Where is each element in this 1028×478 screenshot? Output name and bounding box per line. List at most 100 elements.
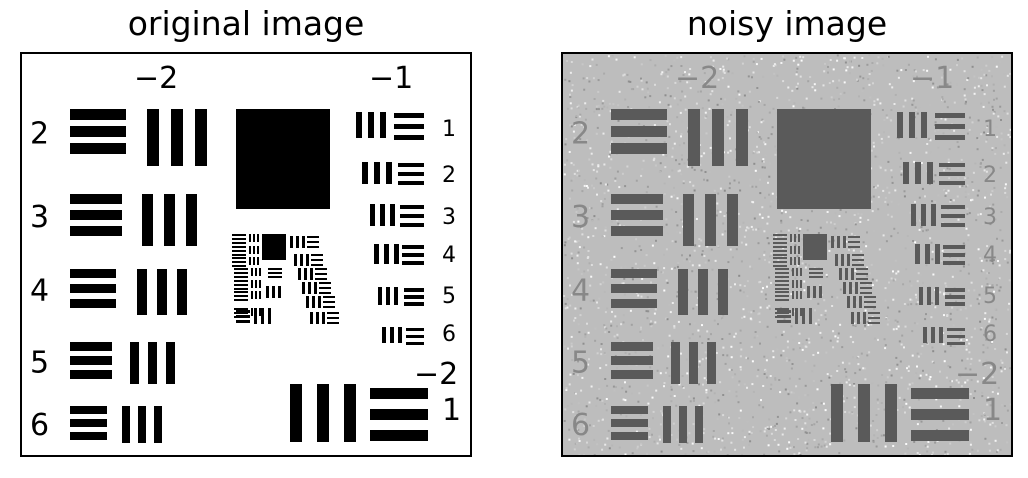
noise-speckle	[721, 233, 724, 236]
noise-speckle	[729, 137, 731, 140]
vertical-bar	[695, 406, 703, 443]
horizontal-bar	[234, 284, 248, 286]
noise-speckle	[992, 83, 995, 86]
noise-speckle	[658, 170, 661, 173]
noise-speckle	[709, 62, 712, 65]
noise-speckle	[593, 110, 596, 113]
noise-speckle	[788, 377, 791, 380]
element-label: 1	[983, 117, 997, 142]
noise-speckle	[757, 242, 760, 245]
noise-speckle	[604, 273, 607, 276]
noise-speckle	[693, 168, 696, 171]
noise-speckle	[898, 396, 901, 399]
element-label: 5	[30, 346, 49, 381]
noise-speckle	[884, 196, 887, 199]
noise-speckle	[807, 438, 810, 441]
noise-speckle	[820, 97, 823, 100]
vertical-bar	[177, 269, 187, 315]
noise-speckle	[833, 223, 836, 226]
noise-speckle	[814, 89, 817, 92]
horizontal-bar	[775, 288, 789, 290]
horizontal-bar	[406, 328, 424, 331]
horizontal-bar	[773, 246, 787, 248]
noise-speckle	[895, 327, 898, 330]
horizontal-bar	[307, 246, 319, 248]
noise-speckle	[692, 184, 695, 187]
vertical-bar	[837, 236, 840, 248]
noise-speckle	[766, 285, 768, 288]
noise-speckle	[597, 419, 600, 422]
noise-speckle	[853, 214, 856, 216]
noise-speckle	[680, 447, 683, 450]
noise-speckle	[577, 106, 580, 109]
noise-speckle	[995, 97, 998, 100]
noise-speckle	[799, 410, 802, 413]
noise-speckle	[804, 266, 807, 269]
noise-speckle	[722, 414, 725, 417]
noise-speckle	[944, 189, 947, 192]
noise-speckle	[905, 443, 908, 445]
noise-speckle	[707, 84, 710, 87]
vertical-bar	[851, 312, 854, 324]
noise-speckle	[616, 367, 618, 370]
noise-speckle	[984, 191, 987, 194]
noise-speckle	[660, 450, 663, 453]
noise-speckle	[681, 220, 684, 223]
noise-speckle	[691, 333, 694, 336]
horizontal-bar	[864, 296, 876, 298]
noise-speckle	[769, 255, 772, 258]
horizontal-bar	[775, 272, 789, 274]
noise-speckle	[600, 353, 603, 356]
noise-speckle	[610, 220, 613, 223]
noise-speckle	[854, 440, 857, 442]
horizontal-bar	[611, 406, 648, 414]
noise-speckle	[682, 180, 685, 183]
noise-speckle	[817, 443, 820, 446]
noise-speckle	[826, 211, 829, 213]
noise-speckle	[651, 322, 654, 325]
noise-speckle	[577, 360, 580, 363]
element-label: 3	[571, 200, 590, 235]
noise-speckle	[671, 302, 674, 304]
vertical-bar	[380, 112, 386, 138]
vertical-bar	[921, 112, 927, 138]
noise-speckle	[764, 143, 767, 146]
noise-speckle	[703, 178, 705, 181]
noise-speckle	[756, 131, 758, 134]
noise-speckle	[994, 152, 997, 155]
noise-speckle	[890, 169, 893, 172]
noise-speckle	[831, 295, 834, 298]
noise-speckle	[609, 110, 612, 113]
noise-speckle	[978, 293, 981, 296]
horizontal-bar	[773, 257, 787, 259]
noise-speckle	[968, 116, 971, 119]
noise-speckle	[941, 98, 944, 101]
noise-speckle	[607, 189, 610, 192]
noise-speckle	[843, 57, 846, 60]
noise-speckle	[629, 80, 632, 83]
noise-speckle	[947, 118, 950, 120]
noise-speckle	[581, 376, 584, 379]
noise-speckle	[843, 439, 846, 442]
noise-speckle	[994, 218, 997, 221]
noise-speckle	[813, 344, 816, 347]
noise-speckle	[739, 368, 742, 371]
noise-speckle	[949, 68, 952, 71]
noise-speckle	[722, 314, 725, 317]
noise-speckle	[588, 80, 591, 83]
noise-speckle	[738, 417, 741, 419]
noise-speckle	[817, 318, 820, 321]
noise-speckle	[913, 322, 916, 325]
group-label: −2	[414, 357, 458, 392]
noise-speckle	[820, 314, 823, 317]
noise-speckle	[931, 346, 934, 349]
noise-speckle	[966, 379, 969, 382]
noise-speckle	[712, 430, 715, 432]
noise-speckle	[769, 205, 772, 208]
horizontal-bar	[394, 124, 424, 129]
noise-speckle	[977, 137, 980, 140]
noise-speckle	[783, 427, 786, 430]
noise-speckle	[710, 389, 713, 392]
vertical-bar	[835, 254, 838, 266]
vertical-bar	[257, 257, 259, 265]
